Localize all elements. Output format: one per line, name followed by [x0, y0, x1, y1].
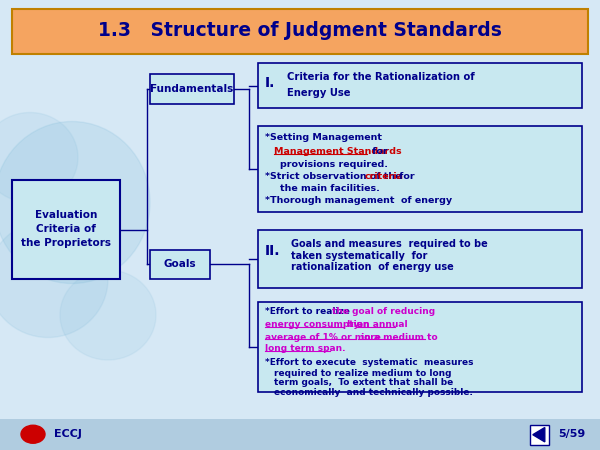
Text: energy consumption: energy consumption — [265, 320, 370, 329]
Text: ECCJ: ECCJ — [54, 429, 82, 439]
Text: economically  and technically possible.: economically and technically possible. — [274, 388, 473, 397]
Text: in a medium to: in a medium to — [358, 333, 437, 342]
Text: average of 1% or more: average of 1% or more — [265, 333, 381, 342]
Text: *Setting Management: *Setting Management — [265, 133, 382, 142]
FancyBboxPatch shape — [258, 302, 582, 392]
Text: Goals: Goals — [164, 259, 196, 270]
Text: by: by — [344, 320, 363, 329]
Text: long term span.: long term span. — [265, 344, 346, 353]
Text: term goals,  To extent that shall be: term goals, To extent that shall be — [274, 378, 454, 387]
Text: the main facilities.: the main facilities. — [280, 184, 380, 193]
FancyBboxPatch shape — [12, 180, 120, 279]
FancyBboxPatch shape — [150, 250, 210, 279]
Text: *Thorough management  of energy: *Thorough management of energy — [265, 196, 452, 205]
Text: Energy Use: Energy Use — [287, 88, 350, 98]
Text: I.: I. — [265, 76, 275, 90]
Text: 1.3   Structure of Judgment Standards: 1.3 Structure of Judgment Standards — [98, 21, 502, 40]
FancyBboxPatch shape — [12, 9, 588, 54]
Text: for: for — [369, 147, 388, 156]
FancyBboxPatch shape — [258, 126, 582, 212]
Ellipse shape — [60, 270, 156, 360]
Ellipse shape — [0, 220, 108, 338]
FancyBboxPatch shape — [150, 74, 234, 104]
Polygon shape — [533, 428, 545, 442]
Text: taken systematically  for: taken systematically for — [291, 251, 427, 261]
Text: provisions required.: provisions required. — [280, 160, 388, 169]
Text: *Effort to realize: *Effort to realize — [265, 307, 353, 316]
Text: Criteria for the Rationalization of: Criteria for the Rationalization of — [287, 72, 475, 82]
Text: *Effort to execute  systematic  measures: *Effort to execute systematic measures — [265, 358, 474, 367]
Text: Goals and measures  required to be: Goals and measures required to be — [291, 239, 488, 249]
Text: rationalization  of energy use: rationalization of energy use — [291, 262, 454, 272]
Text: Management Standards: Management Standards — [274, 147, 402, 156]
Text: Evaluation
Criteria of
the Proprietors: Evaluation Criteria of the Proprietors — [21, 211, 111, 248]
Ellipse shape — [0, 112, 78, 202]
FancyBboxPatch shape — [258, 63, 582, 108]
Text: 5/59: 5/59 — [558, 429, 585, 439]
Ellipse shape — [0, 122, 150, 284]
Text: Fundamentals: Fundamentals — [151, 84, 233, 94]
Circle shape — [21, 425, 45, 443]
Text: an annual: an annual — [357, 320, 407, 329]
FancyBboxPatch shape — [530, 425, 549, 445]
FancyBboxPatch shape — [0, 418, 600, 450]
Text: *Strict observation of the: *Strict observation of the — [265, 172, 405, 181]
Text: criteria: criteria — [364, 172, 403, 181]
Text: the goal of reducing: the goal of reducing — [332, 307, 436, 316]
FancyBboxPatch shape — [258, 230, 582, 288]
Text: II.: II. — [265, 243, 281, 258]
Text: required to realize medium to long: required to realize medium to long — [274, 369, 452, 378]
Text: for: for — [396, 172, 415, 181]
